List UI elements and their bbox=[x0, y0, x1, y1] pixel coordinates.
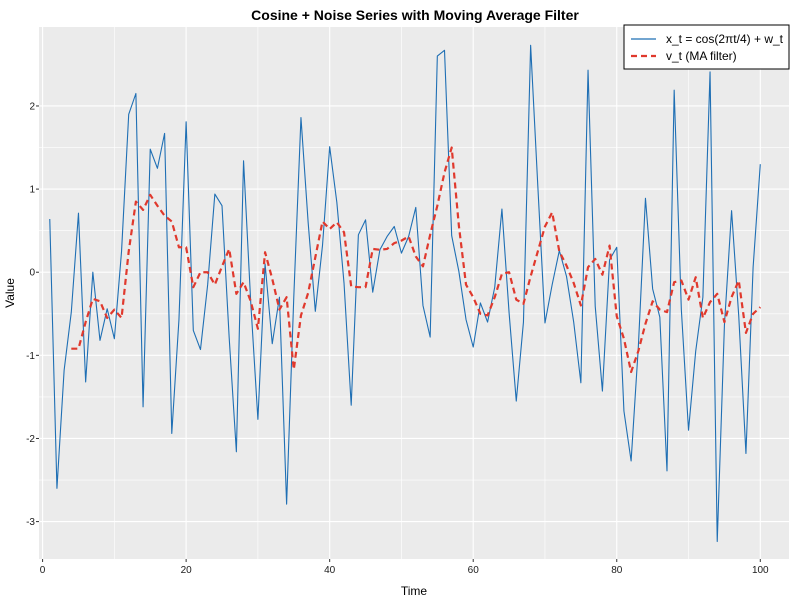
y-axis-title: Value bbox=[3, 278, 17, 308]
grid bbox=[39, 27, 789, 559]
plot-panel bbox=[39, 27, 789, 559]
legend-label-v-t: v_t (MA filter) bbox=[666, 49, 737, 63]
axes: 0 20 40 60 80 100 -3 -2 -1 0 1 2 bbox=[26, 101, 769, 576]
legend-label-x-t: x_t = cos(2πt/4) + w_t bbox=[666, 32, 784, 46]
x-tick-label: 0 bbox=[40, 565, 46, 576]
y-tick-label: -1 bbox=[26, 351, 35, 362]
y-tick-label: 1 bbox=[29, 185, 35, 196]
x-tick-label: 20 bbox=[181, 565, 193, 576]
series-line-v-t bbox=[71, 146, 762, 374]
series-line-x-t bbox=[49, 44, 761, 543]
chart-title: Cosine + Noise Series with Moving Averag… bbox=[251, 7, 579, 23]
x-tick-label: 100 bbox=[752, 565, 769, 576]
legend: x_t = cos(2πt/4) + w_t v_t (MA filter) bbox=[623, 24, 790, 70]
y-tick-label: 0 bbox=[29, 268, 35, 279]
series-layer bbox=[49, 44, 762, 543]
legend-box bbox=[623, 24, 790, 70]
y-tick-label: -2 bbox=[26, 434, 35, 445]
x-axis-title: Time bbox=[401, 584, 428, 598]
y-tick-label: 2 bbox=[29, 101, 35, 112]
x-tick-label: 60 bbox=[468, 565, 480, 576]
x-tick-label: 40 bbox=[324, 565, 336, 576]
y-tick-label: -3 bbox=[26, 517, 35, 528]
x-tick-label: 80 bbox=[611, 565, 623, 576]
